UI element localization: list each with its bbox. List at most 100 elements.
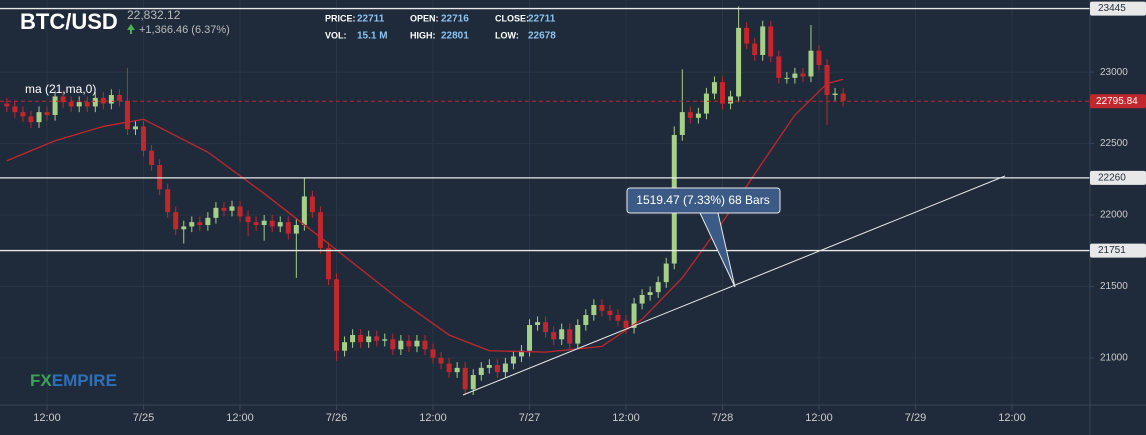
candle-body xyxy=(20,112,26,117)
candle-body xyxy=(28,116,34,123)
stat-value: 22711 xyxy=(528,14,556,25)
candle-body xyxy=(269,220,275,227)
candle-body xyxy=(687,112,693,118)
candle-body xyxy=(679,112,685,135)
candle-body xyxy=(253,222,259,225)
x-tick-label: 7/26 xyxy=(326,412,347,424)
up-arrow-stem xyxy=(130,29,132,34)
level-label: 21751 xyxy=(1098,245,1126,256)
candle-body xyxy=(165,189,171,213)
candle-body xyxy=(454,367,460,373)
stat-label: VOL: xyxy=(325,30,347,40)
change: +1,366.46 (6.37%) xyxy=(139,24,230,36)
candle-body xyxy=(213,207,219,218)
candle-body xyxy=(108,95,114,104)
x-tick-label: 7/29 xyxy=(905,412,926,424)
candle-body xyxy=(446,363,452,373)
candle-body xyxy=(695,113,701,118)
candle-body xyxy=(414,340,420,347)
candle-body xyxy=(277,222,283,227)
candle-body xyxy=(655,282,661,293)
candle-body xyxy=(422,340,428,350)
candle-body xyxy=(768,26,774,57)
candle-body xyxy=(285,222,291,234)
candle-body xyxy=(615,315,621,321)
stat-label: LOW: xyxy=(495,30,519,40)
candle-body xyxy=(406,340,412,347)
last-price-label: 22795.84 xyxy=(1096,96,1138,107)
annotation: 1519.47 (7.33%) 68 Bars xyxy=(636,193,769,207)
level-label: 23445 xyxy=(1098,3,1126,14)
candle-body xyxy=(261,220,267,225)
y-tick-label: 22500 xyxy=(1100,138,1128,149)
stat-value: 22711 xyxy=(357,14,385,25)
candle-body xyxy=(663,263,669,283)
candle-body xyxy=(486,365,492,368)
x-tick-label: 12:00 xyxy=(612,412,640,424)
y-tick-label: 21500 xyxy=(1100,281,1128,292)
candle-body xyxy=(342,342,348,351)
candle-body xyxy=(583,315,589,325)
candle-body xyxy=(824,65,830,95)
last-price-box xyxy=(1090,94,1146,109)
candle-body xyxy=(68,102,74,107)
candle-body xyxy=(607,310,613,315)
candle-body xyxy=(149,150,155,165)
candle-body xyxy=(800,73,806,77)
plot xyxy=(0,6,1090,395)
ma-line xyxy=(6,78,844,353)
candle-body xyxy=(575,325,581,344)
candle-body xyxy=(551,332,557,340)
candle-body xyxy=(591,305,597,315)
candle-body xyxy=(784,77,790,79)
stat-label: OPEN: xyxy=(410,13,439,23)
candle-body xyxy=(358,335,364,343)
level-label: 22260 xyxy=(1098,172,1126,183)
x-tick-label: 12:00 xyxy=(226,412,254,424)
ma-label: ma (21,ma,0) xyxy=(25,82,96,96)
x-tick-label: 12:00 xyxy=(805,412,833,424)
candle-body xyxy=(350,335,356,343)
candle-body xyxy=(816,50,822,65)
logo-empire: EMPIRE xyxy=(52,371,117,390)
level-label-box xyxy=(1090,243,1146,258)
candle-body xyxy=(334,279,340,351)
candle-body xyxy=(245,216,251,223)
candle-body xyxy=(100,97,106,104)
candle-body xyxy=(510,356,516,364)
candle-body xyxy=(293,225,299,234)
price: 22,832.12 xyxy=(127,8,181,22)
candle-body xyxy=(840,93,846,101)
candle-body xyxy=(141,126,147,151)
x-tick-label: 7/28 xyxy=(712,412,733,424)
candle-body xyxy=(205,217,211,225)
candle-body xyxy=(518,350,524,357)
candle-body xyxy=(36,112,42,123)
up-arrow xyxy=(127,24,135,30)
stat-value: 22716 xyxy=(441,14,469,25)
candle-body xyxy=(116,95,122,101)
candle-body xyxy=(124,100,130,130)
candle-body xyxy=(309,196,315,213)
candle-body xyxy=(752,43,758,55)
candle-body xyxy=(639,295,645,304)
candle-body xyxy=(92,97,98,107)
candle-body xyxy=(462,367,468,390)
candle-body xyxy=(559,329,565,340)
candle-body xyxy=(325,247,331,280)
x-tick-label: 7/25 xyxy=(133,412,154,424)
candle-body xyxy=(438,357,444,364)
candle-body xyxy=(832,93,838,95)
candle-body xyxy=(470,375,476,390)
candle-body xyxy=(728,96,734,104)
candle-body xyxy=(382,339,388,341)
logo: FXEMPIRE xyxy=(30,371,117,390)
stat-value: 22678 xyxy=(528,31,556,42)
candle-body xyxy=(760,26,766,55)
candle-body xyxy=(76,102,82,107)
candle-body xyxy=(12,106,18,113)
candle-body xyxy=(398,340,404,350)
candle-body xyxy=(494,365,500,373)
candle-body xyxy=(599,305,605,311)
